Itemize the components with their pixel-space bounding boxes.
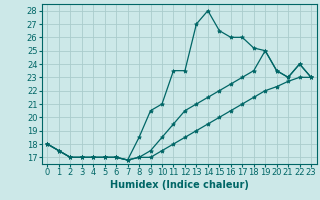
X-axis label: Humidex (Indice chaleur): Humidex (Indice chaleur) <box>110 180 249 190</box>
